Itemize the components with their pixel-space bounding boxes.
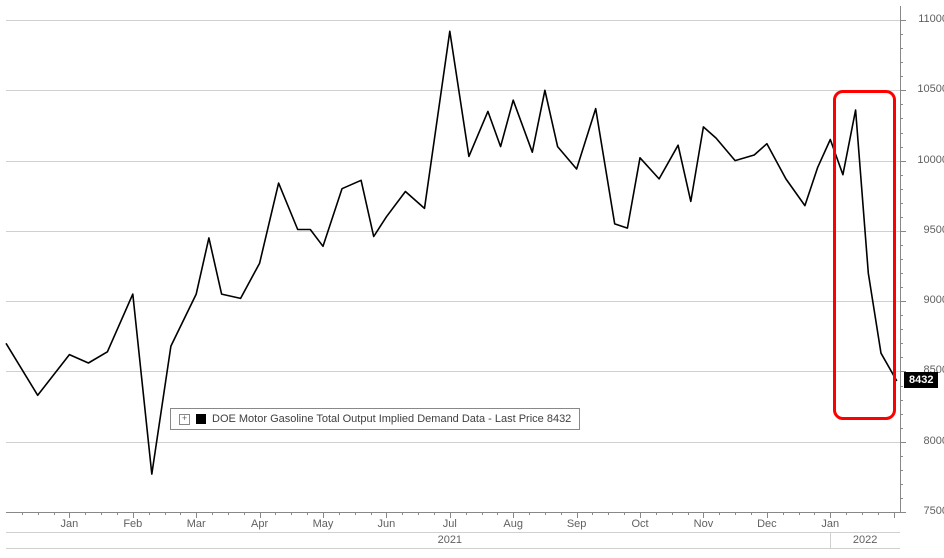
legend-swatch (196, 414, 206, 424)
legend: + DOE Motor Gasoline Total Output Implied… (170, 408, 580, 430)
value-flag: 8432 (904, 372, 938, 388)
line-series (0, 0, 944, 558)
legend-text: DOE Motor Gasoline Total Output Implied … (212, 413, 571, 425)
expand-icon[interactable]: + (179, 414, 190, 425)
chart-root: 75008000850090009500100001050011000JanFe… (0, 0, 944, 558)
